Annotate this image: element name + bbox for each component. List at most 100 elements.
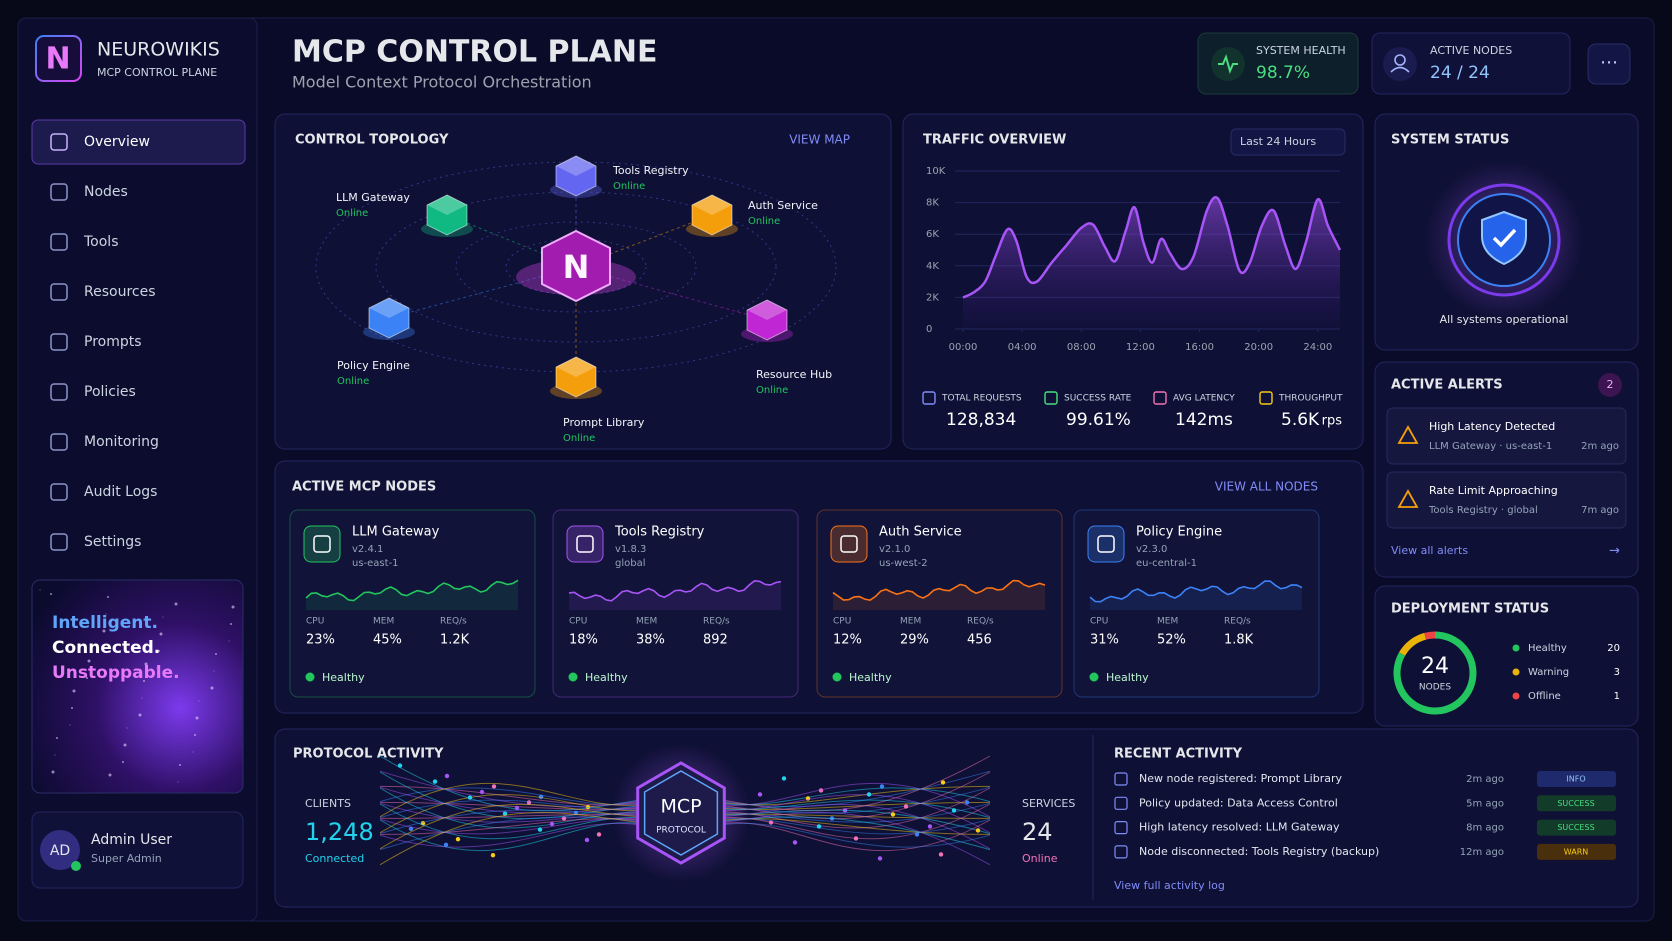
- flow-dot: [975, 828, 981, 833]
- node-cube: [691, 194, 733, 236]
- metric-unit: rps: [1322, 414, 1343, 429]
- topology-node-status: Online: [337, 376, 369, 387]
- node-icon: [1087, 525, 1125, 563]
- shield: [1481, 210, 1527, 266]
- nav-item[interactable]: Nodes: [84, 184, 128, 200]
- x-tick-label: 12:00: [1126, 342, 1155, 353]
- stat-label: ACTIVE NODES: [1430, 44, 1512, 57]
- nav-item[interactable]: Policies: [84, 384, 136, 400]
- activity-text: New node registered: Prompt Library: [1139, 772, 1342, 785]
- activity-log-link[interactable]: View full activity log: [1114, 879, 1225, 892]
- node-status: Healthy: [585, 671, 628, 684]
- metric-label: THROUGHPUT: [1278, 394, 1343, 404]
- metric-value: 99.61%: [1066, 410, 1131, 430]
- panel-title: ACTIVE MCP NODES: [292, 480, 436, 495]
- node-cube-top: [427, 195, 467, 215]
- services-value: 24: [1022, 818, 1053, 846]
- page-subtitle: Model Context Protocol Orchestration: [292, 73, 592, 92]
- view-map-link[interactable]: VIEW MAP: [789, 133, 850, 147]
- flow-line: [720, 794, 991, 834]
- node-metric-label: REQ/s: [967, 617, 994, 627]
- stat-label: SYSTEM HEALTH: [1256, 44, 1346, 57]
- menu-icon[interactable]: ⋯: [1600, 52, 1618, 73]
- topology-node-status: Online: [756, 385, 788, 396]
- alert-title: Rate Limit Approaching: [1429, 484, 1558, 497]
- status-dot: [1089, 672, 1099, 682]
- menu-button[interactable]: [1587, 43, 1631, 85]
- star: [158, 650, 160, 652]
- flow-line: [720, 822, 991, 848]
- activity-text: Node disconnected: Tools Registry (backu…: [1139, 845, 1379, 858]
- topology-node-status: Online: [563, 433, 595, 444]
- nav-item[interactable]: Prompts: [84, 334, 142, 350]
- node-icon-glyph: [840, 535, 858, 553]
- flow-dot: [584, 837, 590, 843]
- alert-icon: [1397, 489, 1419, 508]
- star: [105, 613, 107, 615]
- node-metric-value: 45%: [373, 633, 402, 648]
- node-metric-label: MEM: [636, 617, 657, 627]
- star: [192, 751, 194, 753]
- flow-dot: [792, 840, 798, 845]
- user-role: Super Admin: [91, 852, 162, 865]
- node-name: Policy Engine: [1136, 525, 1222, 540]
- range-dropdown[interactable]: [1230, 128, 1346, 156]
- sparkline: [832, 579, 1046, 602]
- flow-line: [720, 783, 991, 818]
- nav-item[interactable]: Tools: [83, 234, 119, 250]
- view-alerts-link[interactable]: View all alerts: [1391, 544, 1468, 557]
- star: [90, 643, 92, 645]
- star: [156, 667, 158, 669]
- star: [51, 770, 55, 774]
- nav-icon: [50, 183, 68, 201]
- promo-line: Unstoppable.: [52, 663, 180, 683]
- x-tick-label: 16:00: [1185, 342, 1214, 353]
- nav-item[interactable]: Overview: [84, 134, 150, 150]
- sparkline: [305, 579, 519, 602]
- view-nodes-link[interactable]: VIEW ALL NODES: [1215, 480, 1318, 494]
- y-tick-label: 0: [926, 324, 932, 335]
- status-dot: [568, 672, 578, 682]
- alert-card: [1386, 407, 1627, 465]
- sparkline: [568, 580, 782, 602]
- badge: [1598, 373, 1622, 397]
- star: [177, 781, 179, 783]
- nav-item[interactable]: Settings: [84, 534, 141, 550]
- star: [39, 589, 41, 591]
- promo-card: [31, 579, 244, 794]
- star: [107, 596, 109, 598]
- nav-item[interactable]: Resources: [84, 284, 156, 300]
- flow-dot: [479, 789, 485, 795]
- alert-count: 2: [1607, 378, 1614, 391]
- star: [108, 773, 112, 777]
- x-tick-label: 04:00: [1008, 342, 1037, 353]
- nav-item[interactable]: Monitoring: [84, 434, 159, 450]
- flow-dot: [940, 780, 946, 785]
- y-tick-label: 4K: [926, 261, 939, 272]
- metric-label: AVG LATENCY: [1173, 394, 1235, 404]
- activity-level: SUCCESS: [1557, 799, 1594, 808]
- metric-value: 128,834: [946, 410, 1016, 430]
- range-label[interactable]: Last 24 Hours: [1240, 135, 1316, 148]
- node-version: v2.1.0: [879, 544, 910, 555]
- avatar: [40, 830, 80, 870]
- panel-title: RECENT ACTIVITY: [1114, 747, 1243, 762]
- nav-item[interactable]: Audit Logs: [84, 484, 157, 500]
- node-version: v1.8.3: [615, 544, 646, 555]
- flow-dot: [879, 784, 885, 789]
- y-tick-label: 10K: [926, 166, 946, 177]
- flow-dot: [964, 800, 970, 805]
- star: [198, 700, 200, 702]
- topology-node-status: Online: [613, 181, 645, 192]
- arrow[interactable]: →: [1609, 544, 1620, 559]
- flow-dot: [927, 824, 933, 829]
- y-tick-label: 6K: [926, 229, 939, 240]
- activity-level: WARN: [1564, 847, 1589, 856]
- nav-icon: [50, 133, 68, 151]
- node-metric-label: CPU: [569, 617, 587, 627]
- page-title: MCP CONTROL PLANE: [292, 35, 657, 70]
- nav-active: [31, 119, 246, 165]
- node-name: Auth Service: [879, 525, 962, 540]
- star: [141, 697, 143, 699]
